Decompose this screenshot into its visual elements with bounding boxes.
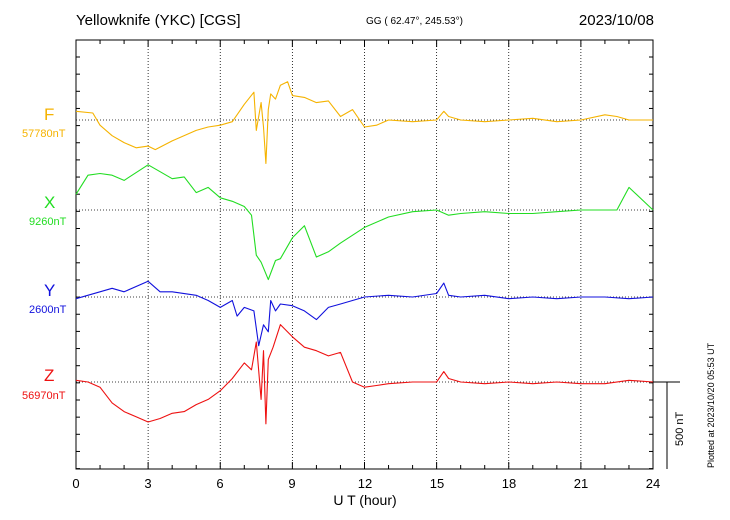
baseline-label-f: 57780nT bbox=[22, 128, 66, 140]
series-label-x: X bbox=[44, 193, 56, 212]
x-tick-label: 15 bbox=[429, 476, 445, 491]
x-tick-label: 12 bbox=[357, 476, 373, 491]
series-line-f bbox=[75, 81, 653, 165]
series-label-y: Y bbox=[44, 281, 56, 300]
x-tick-label: 6 bbox=[216, 476, 224, 491]
plot-frame bbox=[75, 39, 654, 470]
grid bbox=[147, 40, 582, 469]
series-line-y bbox=[75, 280, 654, 347]
scale-bar-label: 500 nT bbox=[674, 411, 686, 446]
baseline-label-y: 2600nT bbox=[29, 304, 67, 316]
series-label-z: Z bbox=[44, 366, 55, 385]
station-title: Yellowknife (YKC) [CGS] bbox=[76, 12, 241, 29]
baseline-label-x: 9260nT bbox=[29, 216, 67, 228]
series-label-f: F bbox=[44, 105, 55, 124]
baseline-label-z: 56970nT bbox=[22, 390, 66, 402]
x-tick-label: 9 bbox=[288, 476, 296, 491]
station-coords: GG ( 62.47°, 245.53°) bbox=[366, 16, 463, 27]
series-lines bbox=[75, 81, 654, 425]
x-tick-label: 24 bbox=[645, 476, 661, 491]
series-line-z bbox=[75, 324, 654, 425]
x-tick-label: 3 bbox=[144, 476, 152, 491]
series-line-x bbox=[75, 164, 654, 281]
x-tick-label: 21 bbox=[573, 476, 589, 491]
x-tick-label: 18 bbox=[501, 476, 517, 491]
x-axis-label: U T (hour) bbox=[333, 492, 397, 508]
scale-bar bbox=[653, 381, 680, 469]
x-tick-label: 0 bbox=[72, 476, 80, 491]
plotted-timestamp: Plotted at 2023/10/20 05:53 UT bbox=[706, 342, 716, 468]
axis-ticks bbox=[75, 40, 654, 470]
plot-date: 2023/10/08 bbox=[578, 12, 654, 29]
